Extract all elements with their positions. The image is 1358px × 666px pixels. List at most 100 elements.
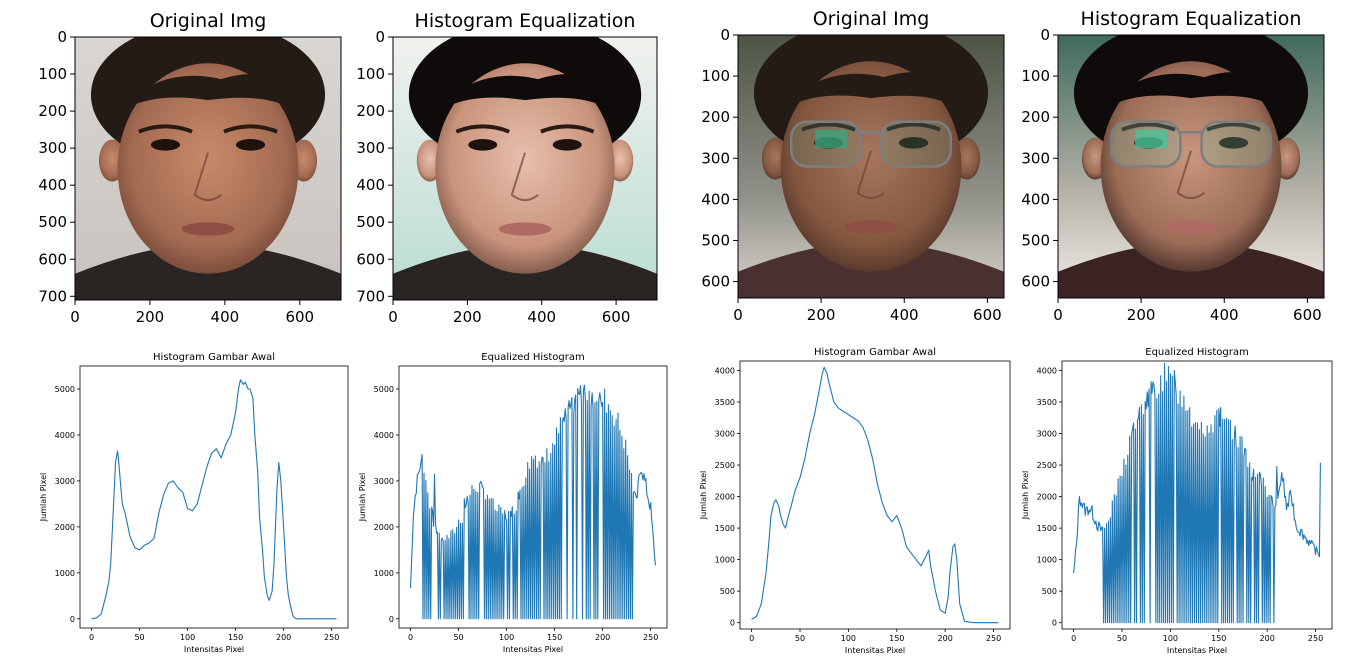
y-tick-label: 5000 xyxy=(374,385,394,394)
brow-left xyxy=(1121,122,1176,132)
y-tick-label: 3000 xyxy=(55,477,75,486)
fringe-shape xyxy=(1089,72,1293,125)
nose-shape xyxy=(856,150,885,200)
y-tick-label: 2000 xyxy=(55,523,75,532)
x-tick-label: 600 xyxy=(1293,306,1322,324)
photo xyxy=(75,37,341,300)
y-tick-label: 500 xyxy=(38,213,67,231)
y-tick-label: 2000 xyxy=(1037,493,1057,502)
shirt-shape xyxy=(738,245,1004,298)
image-title: Histogram Equalization xyxy=(1081,8,1302,30)
y-tick-label: 400 xyxy=(1021,190,1050,208)
shirt-shape xyxy=(1058,245,1324,298)
eye-right xyxy=(1218,137,1249,149)
y-tick-label: 2000 xyxy=(715,493,735,502)
x-tick-label: 100 xyxy=(841,634,856,643)
x-tick-label: 50 xyxy=(795,634,805,643)
image-title: Original Img xyxy=(813,8,930,30)
y-tick-label: 4000 xyxy=(374,431,394,440)
histogram-chart: Histogram Gambar Awal 0 50 100 150 200 250 0 100… xyxy=(39,352,349,654)
y-tick-label: 300 xyxy=(38,139,67,157)
x-tick-label: 0 xyxy=(749,634,754,643)
y-axis-label: Jumlah Pixel xyxy=(358,473,367,522)
y-tick-label: 4000 xyxy=(715,366,735,375)
x-tick-label: 0 xyxy=(733,306,743,324)
y-tick-label: 0 xyxy=(389,615,394,624)
y-tick-label: 200 xyxy=(356,102,385,120)
x-tick-label: 400 xyxy=(1210,306,1239,324)
y-tick-label: 700 xyxy=(38,287,67,305)
x-tick-label: 200 xyxy=(276,633,291,642)
brow-right xyxy=(1206,122,1261,132)
brow-left xyxy=(455,124,510,134)
plot-frame xyxy=(739,360,1011,630)
nose-shape xyxy=(1176,150,1205,200)
y-tick-label: 0 xyxy=(1052,619,1057,628)
x-tick-label: 250 xyxy=(1308,634,1323,643)
y-tick-label: 700 xyxy=(356,287,385,305)
chart-title: Histogram Gambar Awal xyxy=(153,352,275,363)
y-tick-label: 3000 xyxy=(374,477,394,486)
y-tick-label: 1000 xyxy=(715,556,735,565)
y-tick-label: 400 xyxy=(38,176,67,194)
y-tick-label: 200 xyxy=(1021,108,1050,126)
y-tick-label: 1500 xyxy=(715,524,735,533)
y-tick-label: 3500 xyxy=(715,398,735,407)
y-tick-label: 5000 xyxy=(55,385,75,394)
x-tick-label: 200 xyxy=(136,308,165,326)
brow-right xyxy=(223,124,278,134)
y-tick-label: 300 xyxy=(1021,149,1050,167)
nose-shape xyxy=(510,152,539,202)
y-axis-label: Jumlah Pixel xyxy=(699,471,708,520)
y-tick-label: 0 xyxy=(70,615,75,624)
face-shape xyxy=(435,63,615,274)
mouth-shape xyxy=(844,220,898,234)
glasses-lens-right xyxy=(1200,120,1273,168)
y-tick-label: 200 xyxy=(38,102,67,120)
plot-frame xyxy=(79,365,349,629)
shirt-shape xyxy=(393,247,657,300)
y-tick-label: 100 xyxy=(38,65,67,83)
x-tick-label: 0 xyxy=(70,308,80,326)
y-tick-label: 4000 xyxy=(55,431,75,440)
shirt-shape xyxy=(75,247,341,300)
x-tick-label: 400 xyxy=(890,306,919,324)
x-tick-label: 50 xyxy=(453,633,463,642)
mouth-shape xyxy=(498,222,552,236)
x-axis-label: Intensitas Pixel xyxy=(503,645,563,654)
face-shape xyxy=(780,61,962,272)
y-tick-label: 3000 xyxy=(1037,430,1057,439)
fringe-shape xyxy=(424,74,626,127)
y-tick-label: 1000 xyxy=(374,569,394,578)
brow-right xyxy=(540,124,595,134)
y-tick-label: 0 xyxy=(1040,26,1050,44)
x-tick-label: 100 xyxy=(1163,634,1178,643)
y-tick-label: 600 xyxy=(38,250,67,268)
x-tick-label: 100 xyxy=(499,633,514,642)
histogram-line xyxy=(1073,362,1321,624)
x-tick-label: 150 xyxy=(1211,634,1226,643)
brow-left xyxy=(801,122,856,132)
plot-frame xyxy=(398,365,668,629)
histogram-line xyxy=(409,384,657,620)
x-tick-label: 200 xyxy=(1127,306,1156,324)
y-tick-label: 1000 xyxy=(1037,556,1057,565)
x-tick-label: 150 xyxy=(547,633,562,642)
x-tick-label: 200 xyxy=(595,633,610,642)
histogram-chart: Equalized Histogram 0 50 100 150 200 250 0 1000 2… xyxy=(358,352,668,654)
photo xyxy=(1058,35,1324,298)
y-tick-label: 2000 xyxy=(374,523,394,532)
y-tick-label: 1500 xyxy=(1037,524,1057,533)
y-tick-label: 4000 xyxy=(1037,366,1057,375)
mouth-shape xyxy=(181,222,235,236)
x-tick-label: 200 xyxy=(1260,634,1275,643)
y-tick-label: 500 xyxy=(1021,231,1050,249)
y-tick-label: 300 xyxy=(356,139,385,157)
x-tick-label: 0 xyxy=(408,633,413,642)
image-frame xyxy=(737,34,1005,299)
x-tick-label: 400 xyxy=(527,308,556,326)
x-tick-label: 100 xyxy=(180,633,195,642)
